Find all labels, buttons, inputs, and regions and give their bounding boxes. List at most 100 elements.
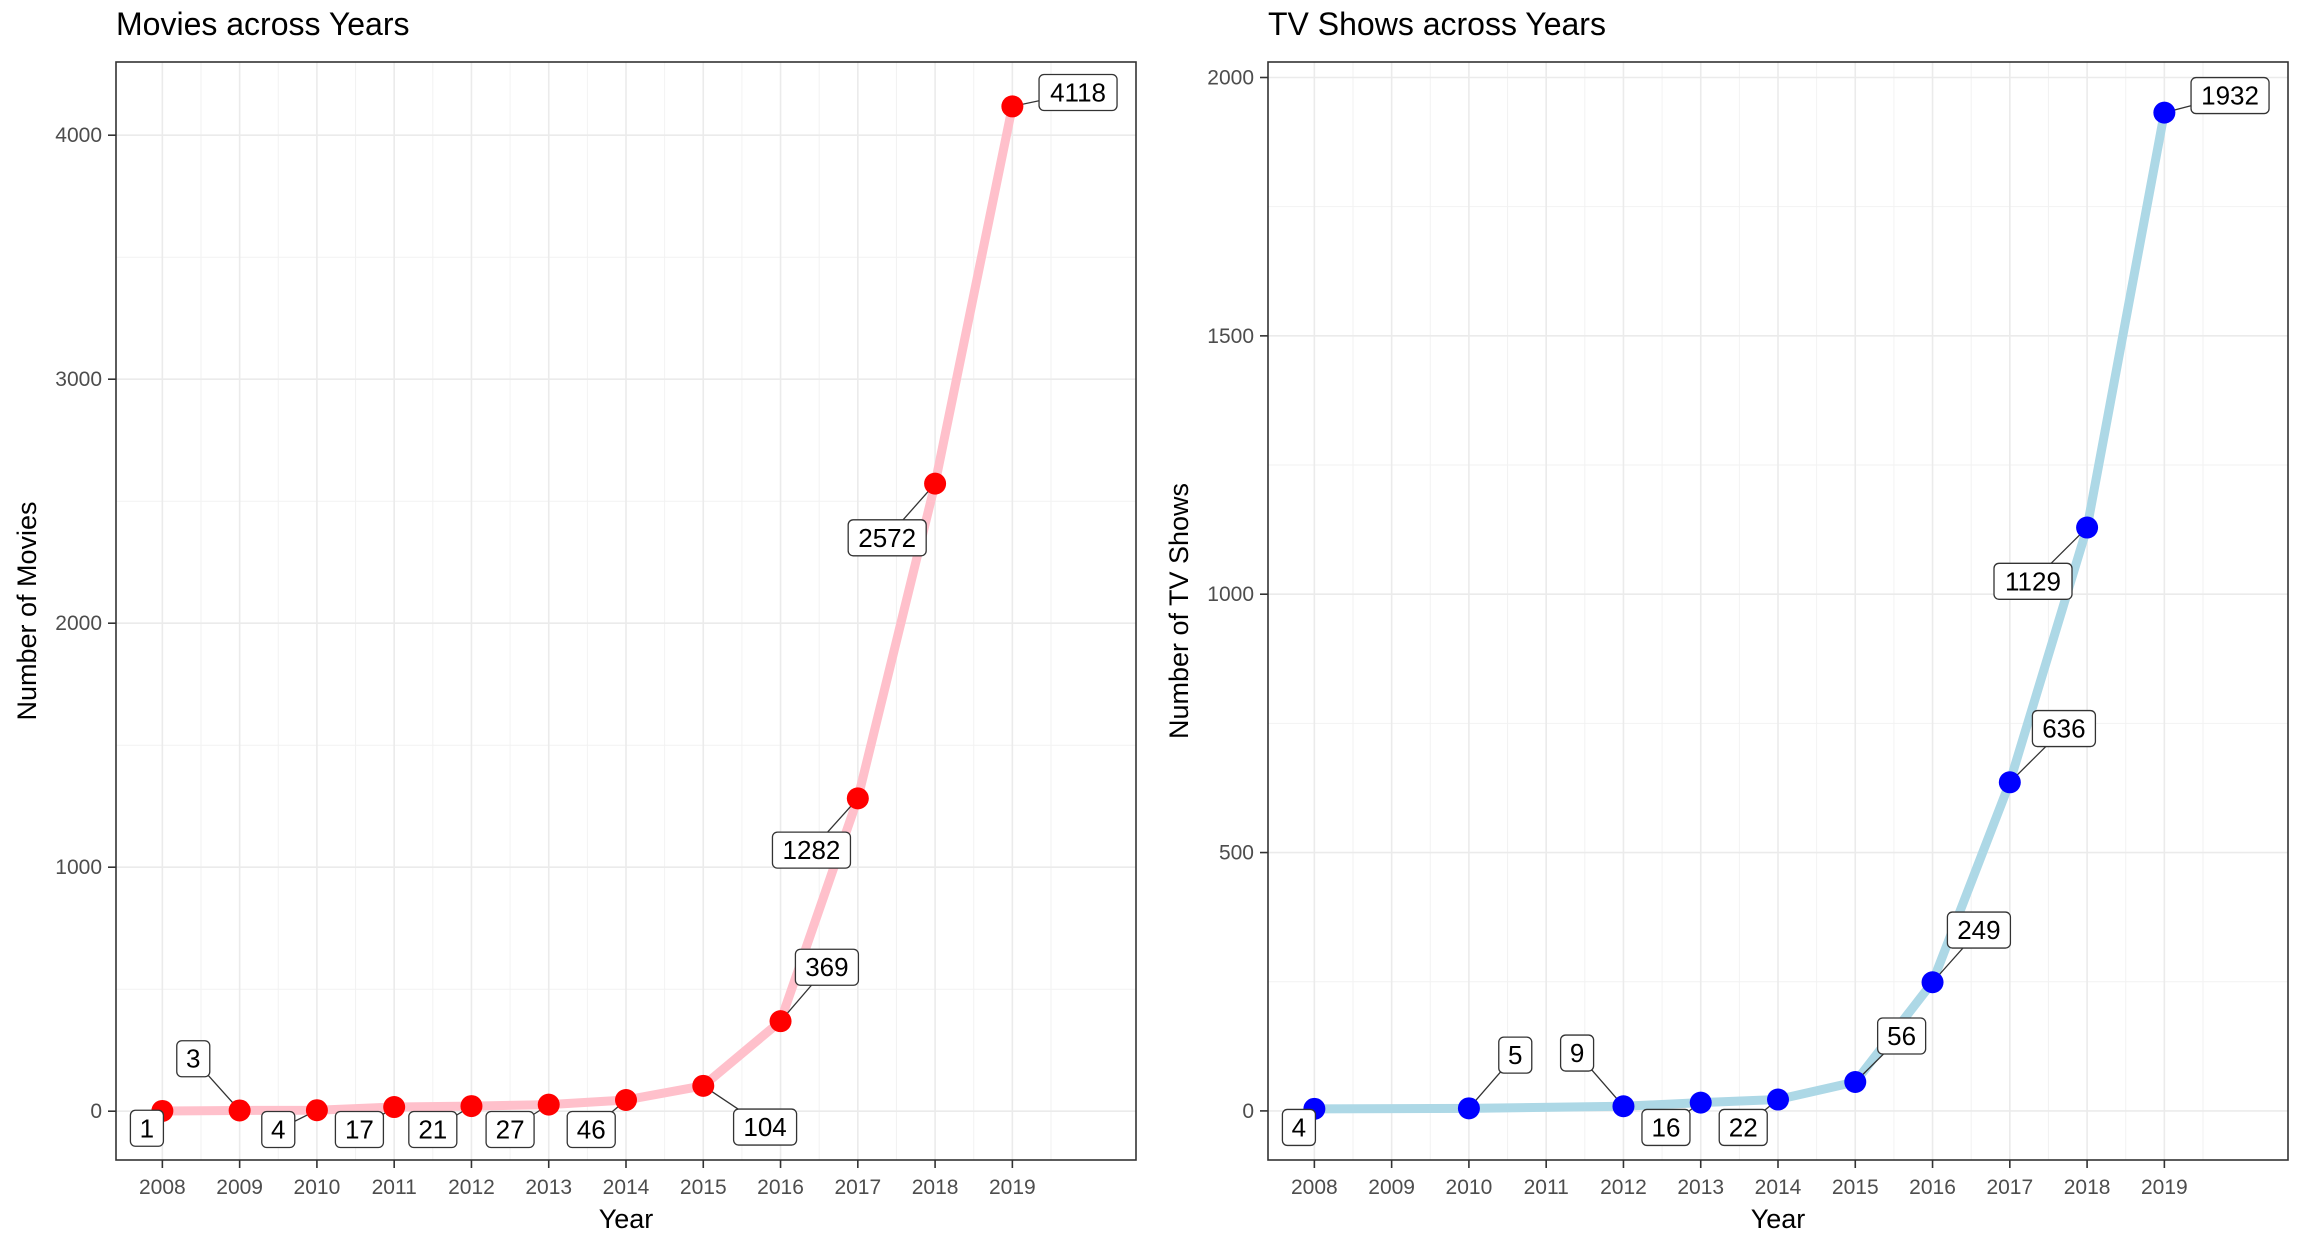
data-point bbox=[383, 1096, 406, 1119]
x-tick-label: 2019 bbox=[2141, 1176, 2188, 1199]
data-label-box bbox=[1559, 1034, 1595, 1072]
data-label: 2572 bbox=[847, 519, 927, 557]
y-tick-label: 3000 bbox=[55, 368, 102, 391]
x-tick-label: 2019 bbox=[989, 1176, 1036, 1199]
x-tick-label: 2017 bbox=[1986, 1176, 2033, 1199]
data-point bbox=[228, 1099, 251, 1122]
x-tick-label: 2018 bbox=[2064, 1176, 2111, 1199]
data-point bbox=[1689, 1091, 1712, 1114]
data-label-text: 3 bbox=[186, 1044, 200, 1074]
data-label: 4118 bbox=[1038, 73, 1118, 112]
x-tick-label: 2014 bbox=[603, 1176, 650, 1199]
data-points bbox=[1303, 101, 2176, 1120]
data-label-box bbox=[176, 1040, 211, 1078]
data-label-text: 16 bbox=[1651, 1112, 1680, 1142]
data-label-text: 27 bbox=[496, 1115, 525, 1145]
data-label-box bbox=[1038, 73, 1118, 112]
data-label: 1282 bbox=[771, 831, 852, 869]
data-point bbox=[1921, 971, 1944, 994]
data-label-box bbox=[847, 519, 927, 557]
data-label: 17 bbox=[334, 1110, 385, 1149]
data-label-text: 104 bbox=[743, 1112, 786, 1142]
data-label: 9 bbox=[1559, 1034, 1595, 1072]
y-tick-label: 0 bbox=[90, 1100, 102, 1123]
data-label-text: 9 bbox=[1570, 1038, 1584, 1068]
tv-shows-chart-title: TV Shows across Years bbox=[1268, 6, 1606, 42]
data-point bbox=[460, 1095, 483, 1118]
y-axis: 0 1000 2000 3000 4000 bbox=[55, 124, 116, 1123]
y-tick-label: 2000 bbox=[55, 612, 102, 635]
data-label-text: 2572 bbox=[858, 523, 916, 553]
x-tick-label: 2016 bbox=[757, 1176, 804, 1199]
data-label: 369 bbox=[794, 948, 860, 986]
major-gridlines bbox=[1268, 62, 2288, 1160]
data-label-text: 636 bbox=[2042, 714, 2085, 744]
x-tick-label: 2016 bbox=[1909, 1176, 1956, 1199]
y-tick-label: 4000 bbox=[55, 124, 102, 147]
data-label-text: 21 bbox=[418, 1115, 447, 1145]
movies-panel: Movies across Years 2008 2009 2010 2011 2012… bbox=[12, 6, 1137, 1234]
label-connectors bbox=[1298, 94, 2231, 1128]
data-label-box bbox=[261, 1110, 296, 1149]
data-label-box bbox=[334, 1110, 385, 1149]
data-point bbox=[1457, 1097, 1480, 1120]
label-connectors bbox=[146, 91, 1079, 1131]
data-point bbox=[692, 1074, 715, 1097]
y-tick-label: 1000 bbox=[1207, 583, 1254, 606]
data-label-text: 4 bbox=[271, 1115, 285, 1145]
data-labels: 1 3 4 17 21 27 46 104 369 1282 2572 4118 bbox=[129, 73, 1118, 1149]
x-tick-label: 2013 bbox=[1677, 1176, 1724, 1199]
y-tick-label: 1500 bbox=[1207, 325, 1254, 348]
tv-shows-panel: TV Shows across Years 2008 2009 2010 2011 20… bbox=[1152, 0, 2304, 1248]
data-label-box bbox=[1718, 1108, 1768, 1147]
data-label-box bbox=[732, 1108, 798, 1146]
data-label-text: 369 bbox=[805, 952, 848, 982]
x-tick-label: 2010 bbox=[294, 1176, 341, 1199]
x-tick-label: 2012 bbox=[448, 1176, 495, 1199]
data-label-box bbox=[1641, 1108, 1691, 1147]
data-label: 104 bbox=[732, 1108, 798, 1146]
data-label-text: 1932 bbox=[2201, 81, 2259, 111]
x-tick-label: 2009 bbox=[216, 1176, 263, 1199]
data-point bbox=[2153, 101, 2176, 124]
x-tick-label: 2017 bbox=[834, 1176, 881, 1199]
data-label-text: 5 bbox=[1508, 1040, 1522, 1070]
x-tick-label: 2013 bbox=[525, 1176, 572, 1199]
data-label: 249 bbox=[1946, 911, 2012, 949]
data-label: 5 bbox=[1498, 1036, 1533, 1074]
data-label-box bbox=[1946, 911, 2012, 949]
data-label: 21 bbox=[408, 1110, 458, 1149]
x-tick-label: 2015 bbox=[680, 1176, 727, 1199]
data-label: 1129 bbox=[1993, 562, 2073, 600]
data-label-box bbox=[485, 1110, 535, 1149]
x-tick-label: 2011 bbox=[1524, 1176, 1569, 1199]
data-label-text: 22 bbox=[1729, 1112, 1758, 1142]
x-tick-label: 2010 bbox=[1446, 1176, 1493, 1199]
data-label-text: 17 bbox=[345, 1115, 374, 1145]
data-label-box bbox=[794, 948, 860, 986]
data-label: 22 bbox=[1718, 1108, 1768, 1147]
data-label-box bbox=[2031, 709, 2097, 748]
x-tick-label: 2018 bbox=[912, 1176, 959, 1199]
data-label: 4 bbox=[261, 1110, 296, 1149]
data-point bbox=[769, 1010, 792, 1033]
data-label: 16 bbox=[1641, 1108, 1691, 1147]
data-point bbox=[2076, 516, 2099, 539]
data-label-text: 56 bbox=[1887, 1021, 1916, 1051]
data-point bbox=[1998, 771, 2021, 794]
data-label-text: 1129 bbox=[2005, 566, 2061, 596]
x-axis: 2008 2009 2010 2011 2012 2013 2014 2015 2016 2017… bbox=[1291, 1160, 2188, 1199]
y-axis-title: Number of Movies bbox=[12, 501, 42, 720]
x-tick-label: 2008 bbox=[139, 1176, 186, 1199]
y-tick-label: 2000 bbox=[1207, 67, 1254, 90]
data-label: 1932 bbox=[2190, 76, 2270, 115]
data-label: 56 bbox=[1876, 1017, 1927, 1055]
x-tick-label: 2011 bbox=[372, 1176, 417, 1199]
data-label-text: 1 bbox=[140, 1113, 154, 1143]
x-tick-label: 2012 bbox=[1600, 1176, 1647, 1199]
movies-line-chart: 2008 2009 2010 2011 2012 2013 2014 2015 2016 2017… bbox=[12, 61, 1137, 1234]
data-point bbox=[537, 1093, 560, 1116]
y-tick-label: 500 bbox=[1219, 842, 1254, 865]
x-axis-title: Year bbox=[1751, 1204, 1806, 1234]
x-tick-label: 2015 bbox=[1832, 1176, 1879, 1199]
